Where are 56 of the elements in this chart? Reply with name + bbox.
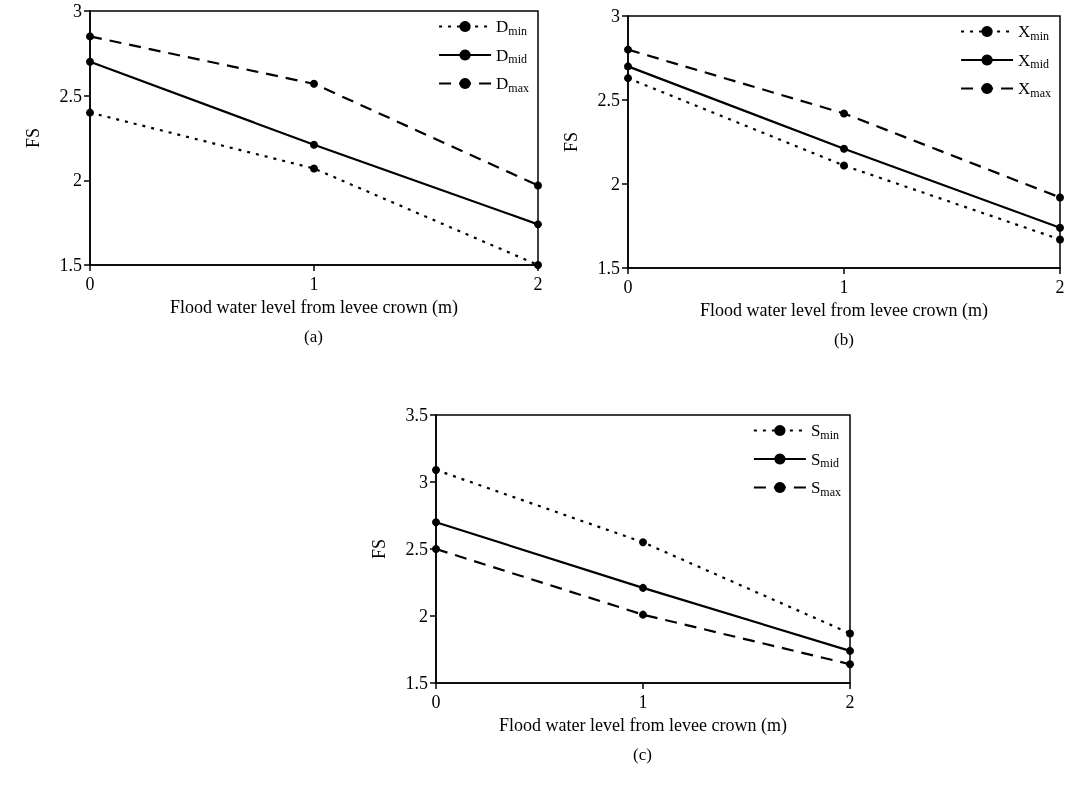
x-tick-label: 2 xyxy=(845,692,855,712)
x-tick-label: 1 xyxy=(638,692,648,712)
x-axis-title: Flood water level from levee crown (m) xyxy=(700,299,988,321)
y-tick-label: 3 xyxy=(419,472,428,492)
y-tick-label: 2.5 xyxy=(405,539,428,559)
point xyxy=(639,583,647,592)
point xyxy=(534,181,542,190)
point xyxy=(846,629,854,638)
point xyxy=(846,646,854,655)
text: (b) xyxy=(834,330,854,349)
point xyxy=(310,140,318,149)
point xyxy=(86,32,94,41)
x-tick-label: 2 xyxy=(1055,277,1065,297)
y-tick-label: 2.5 xyxy=(597,90,620,110)
y-tick-label: 3 xyxy=(611,6,620,26)
x-tick-label: 0 xyxy=(431,692,441,712)
point xyxy=(840,144,848,153)
y-tick-label: 1.5 xyxy=(405,673,428,693)
y-tick-label: 2 xyxy=(73,170,82,191)
x-tick-label: 2 xyxy=(533,274,543,294)
y-tick-label: 2.5 xyxy=(59,85,82,106)
y-axis-title: FS xyxy=(23,127,43,149)
point xyxy=(846,660,854,669)
point xyxy=(624,62,632,71)
y-tick-label: 3.5 xyxy=(405,405,428,425)
point xyxy=(310,79,318,88)
point xyxy=(1056,235,1064,244)
point xyxy=(840,161,848,170)
y-tick-label: 2 xyxy=(611,174,620,194)
point xyxy=(534,220,542,229)
y-axis-title: FS xyxy=(561,131,581,153)
y-tick-label: 1.5 xyxy=(597,258,620,278)
x-tick-label: 0 xyxy=(623,277,633,297)
y-axis-title: FS xyxy=(369,538,389,560)
point xyxy=(1056,223,1064,232)
point xyxy=(639,538,647,547)
point xyxy=(86,108,94,117)
point xyxy=(86,57,94,66)
point xyxy=(624,45,632,54)
point xyxy=(624,74,632,83)
x-tick-label: 1 xyxy=(309,274,319,294)
point xyxy=(310,164,318,173)
text: (c) xyxy=(633,745,652,764)
point xyxy=(432,465,440,474)
x-tick-label: 1 xyxy=(839,277,849,297)
point xyxy=(432,518,440,527)
point xyxy=(1056,193,1064,202)
y-tick-label: 2 xyxy=(419,606,428,626)
y-tick-label: 3 xyxy=(73,1,82,21)
x-tick-label: 0 xyxy=(85,274,95,294)
point xyxy=(639,610,647,619)
y-tick-label: 1.5 xyxy=(59,255,82,275)
text: (a) xyxy=(304,327,323,346)
point xyxy=(840,109,848,118)
x-axis-title: Flood water level from levee crown (m) xyxy=(499,714,787,736)
x-axis-title: Flood water level from levee crown (m) xyxy=(170,296,458,318)
